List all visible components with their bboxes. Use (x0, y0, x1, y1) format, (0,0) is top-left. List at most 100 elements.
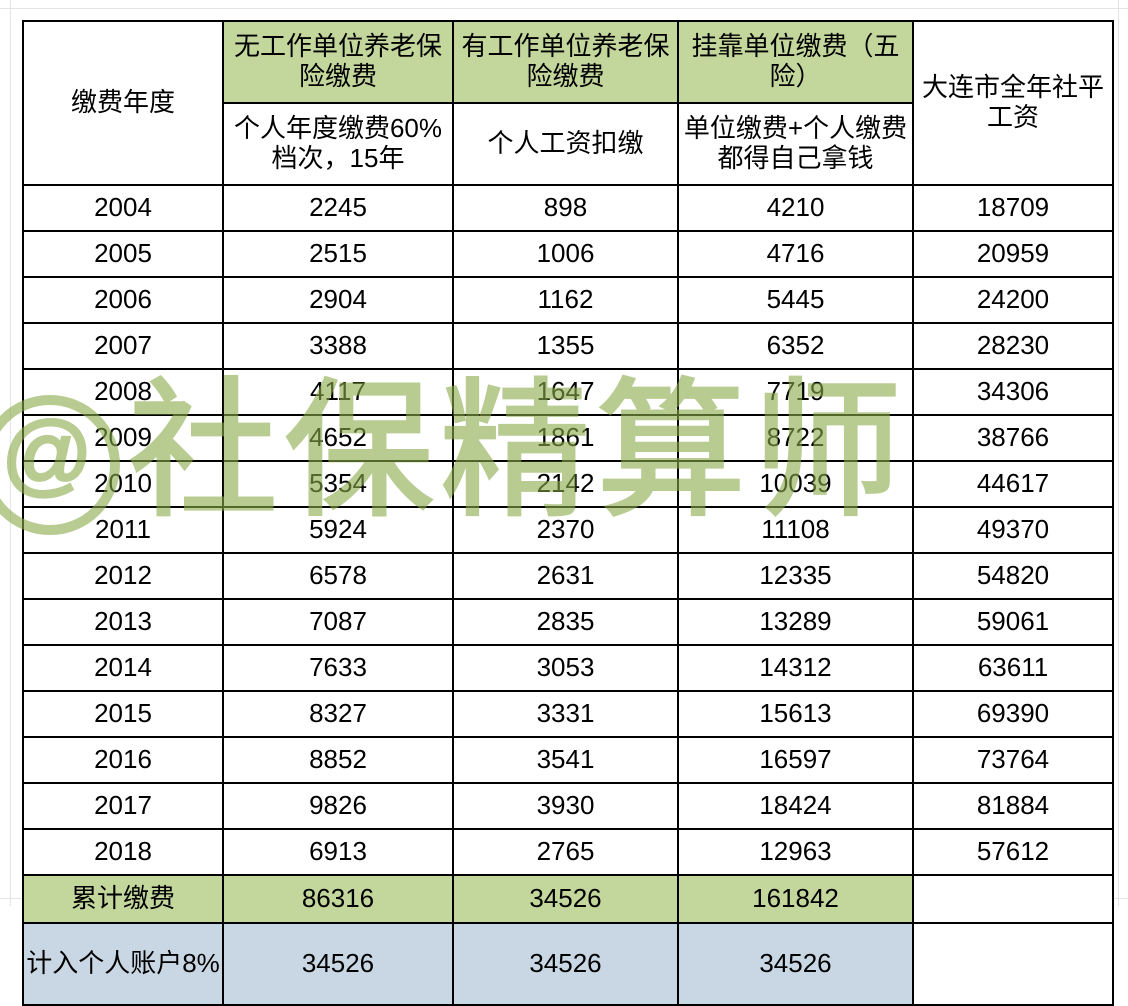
cell-b: 2142 (453, 461, 678, 507)
cell-d: 20959 (913, 231, 1113, 277)
cell-d: 49370 (913, 507, 1113, 553)
cell-c: 5445 (678, 277, 913, 323)
total-b: 34526 (453, 875, 678, 923)
table-row: 2014763330531431263611 (23, 645, 1113, 691)
pension-table-container: 缴费年度 无工作单位养老保险缴费 有工作单位养老保险缴费 挂靠单位缴费（五险） … (22, 20, 1112, 1006)
cell-d: 44617 (913, 461, 1113, 507)
pension-table: 缴费年度 无工作单位养老保险缴费 有工作单位养老保险缴费 挂靠单位缴费（五险） … (22, 20, 1114, 1006)
cell-a: 7633 (223, 645, 453, 691)
cell-d: 38766 (913, 415, 1113, 461)
table-row: 2012657826311233554820 (23, 553, 1113, 599)
cell-c: 8722 (678, 415, 913, 461)
table-row: 2015832733311561369390 (23, 691, 1113, 737)
cell-d: 24200 (913, 277, 1113, 323)
total-label: 累计缴费 (23, 875, 223, 923)
cell-a: 5924 (223, 507, 453, 553)
total-row: 累计缴费8631634526161842 (23, 875, 1113, 923)
cell-b: 2631 (453, 553, 678, 599)
cell-year: 2007 (23, 323, 223, 369)
table-row: 2017982639301842481884 (23, 783, 1113, 829)
cell-a: 2904 (223, 277, 453, 323)
cell-a: 3388 (223, 323, 453, 369)
cell-b: 1006 (453, 231, 678, 277)
cell-c: 13289 (678, 599, 913, 645)
cell-d: 54820 (913, 553, 1113, 599)
total-c: 161842 (678, 875, 913, 923)
table-row: 2018691327651296357612 (23, 829, 1113, 875)
cell-d: 59061 (913, 599, 1113, 645)
cell-a: 8852 (223, 737, 453, 783)
cell-c: 11108 (678, 507, 913, 553)
cell-d: 63611 (913, 645, 1113, 691)
col-header-avg-wage: 大连市全年社平工资 (913, 21, 1113, 185)
cell-a: 2515 (223, 231, 453, 277)
cell-year: 2015 (23, 691, 223, 737)
cell-c: 15613 (678, 691, 913, 737)
cell-b: 3541 (453, 737, 678, 783)
account-row: 计入个人账户8%345263452634526 (23, 923, 1113, 1005)
cell-a: 6913 (223, 829, 453, 875)
cell-a: 7087 (223, 599, 453, 645)
cell-c: 4716 (678, 231, 913, 277)
cell-year: 2006 (23, 277, 223, 323)
cell-a: 9826 (223, 783, 453, 829)
cell-c: 14312 (678, 645, 913, 691)
account-d (913, 923, 1113, 1005)
account-label: 计入个人账户8% (23, 923, 223, 1005)
account-b: 34526 (453, 923, 678, 1005)
table-row: 200525151006471620959 (23, 231, 1113, 277)
cell-a: 5354 (223, 461, 453, 507)
cell-year: 2009 (23, 415, 223, 461)
cell-year: 2014 (23, 645, 223, 691)
table-row: 200946521861872238766 (23, 415, 1113, 461)
cell-c: 4210 (678, 185, 913, 231)
col-subheader-affiliated: 单位缴费+个人缴费都得自己拿钱 (678, 103, 913, 185)
table-row: 20042245898421018709 (23, 185, 1113, 231)
total-d (913, 875, 1113, 923)
table-row: 2016885235411659773764 (23, 737, 1113, 783)
col-header-year: 缴费年度 (23, 21, 223, 185)
cell-year: 2012 (23, 553, 223, 599)
col-header-no-employer: 无工作单位养老保险缴费 (223, 21, 453, 103)
col-header-with-employer: 有工作单位养老保险缴费 (453, 21, 678, 103)
cell-c: 7719 (678, 369, 913, 415)
cell-d: 28230 (913, 323, 1113, 369)
cell-b: 3331 (453, 691, 678, 737)
table-row: 2010535421421003944617 (23, 461, 1113, 507)
account-c: 34526 (678, 923, 913, 1005)
table-row: 200841171647771934306 (23, 369, 1113, 415)
cell-d: 34306 (913, 369, 1113, 415)
cell-d: 73764 (913, 737, 1113, 783)
cell-b: 1355 (453, 323, 678, 369)
cell-c: 6352 (678, 323, 913, 369)
cell-b: 1861 (453, 415, 678, 461)
total-a: 86316 (223, 875, 453, 923)
cell-c: 10039 (678, 461, 913, 507)
cell-year: 2011 (23, 507, 223, 553)
cell-year: 2016 (23, 737, 223, 783)
account-a: 34526 (223, 923, 453, 1005)
cell-year: 2017 (23, 783, 223, 829)
cell-year: 2005 (23, 231, 223, 277)
cell-year: 2010 (23, 461, 223, 507)
cell-b: 2835 (453, 599, 678, 645)
cell-a: 2245 (223, 185, 453, 231)
table-body: 2004224589842101870920052515100647162095… (23, 185, 1113, 1005)
cell-c: 16597 (678, 737, 913, 783)
table-row: 2013708728351328959061 (23, 599, 1113, 645)
cell-year: 2018 (23, 829, 223, 875)
cell-a: 8327 (223, 691, 453, 737)
cell-c: 18424 (678, 783, 913, 829)
table-row: 200629041162544524200 (23, 277, 1113, 323)
cell-b: 1162 (453, 277, 678, 323)
col-header-affiliated: 挂靠单位缴费（五险） (678, 21, 913, 103)
cell-d: 18709 (913, 185, 1113, 231)
table-row: 2011592423701110849370 (23, 507, 1113, 553)
cell-b: 2765 (453, 829, 678, 875)
cell-b: 1647 (453, 369, 678, 415)
cell-c: 12335 (678, 553, 913, 599)
cell-a: 4117 (223, 369, 453, 415)
table-row: 200733881355635228230 (23, 323, 1113, 369)
col-subheader-no-employer: 个人年度缴费60%档次，15年 (223, 103, 453, 185)
cell-year: 2008 (23, 369, 223, 415)
